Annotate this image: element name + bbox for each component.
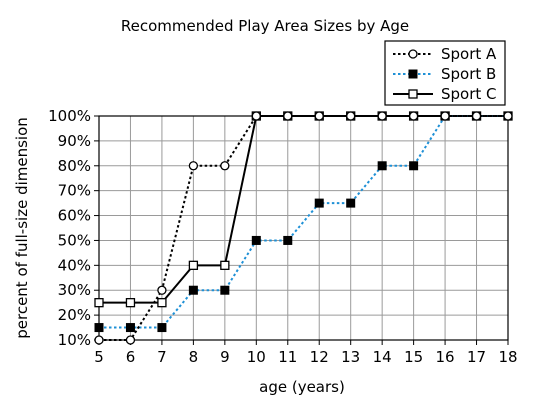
x-tick-label: 16 — [436, 348, 455, 366]
data-point-sport-b — [251, 235, 261, 245]
y-tick-label: 90% — [58, 132, 91, 150]
data-point-sport-a — [188, 161, 199, 171]
data-point-sport-c — [157, 298, 167, 308]
x-tick-label: 7 — [157, 348, 167, 366]
x-tick-label: 6 — [126, 348, 136, 366]
x-tick-label: 13 — [341, 348, 360, 366]
legend-label-sport-b: Sport B — [441, 65, 496, 83]
legend-item-sport-c: Sport C — [393, 85, 497, 103]
y-tick-label: 70% — [58, 182, 91, 200]
data-point-sport-b — [220, 285, 230, 295]
data-point-sport-a — [377, 111, 387, 121]
x-tick-label: 15 — [404, 348, 423, 366]
series-line-sport-a — [99, 115, 508, 341]
data-point-sport-c — [220, 260, 230, 270]
x-tick-label: 12 — [310, 348, 329, 366]
data-point-sport-a — [157, 285, 167, 295]
y-tick-label: 40% — [58, 256, 91, 274]
y-tick-labels: 10% 20% 30% 40% 50% 60% 70% 80% 90% 100% — [48, 107, 91, 349]
data-point-sport-a — [283, 111, 293, 121]
data-point-sport-b — [157, 323, 167, 333]
data-point-sport-b — [377, 161, 387, 171]
x-tick-label: 5 — [94, 348, 104, 366]
series-line-sport-b — [99, 115, 508, 329]
data-point-sport-b — [188, 285, 198, 295]
x-tick-label: 8 — [189, 348, 199, 366]
x-tick-label: 10 — [247, 348, 266, 366]
data-point-sport-a — [125, 335, 136, 345]
legend: Sport A Sport B Sport C — [384, 40, 506, 106]
legend-marker-sport-a — [408, 49, 418, 59]
legend-label-sport-a: Sport A — [441, 45, 497, 63]
x-tick-label: 11 — [278, 348, 297, 366]
y-tick-label: 30% — [58, 281, 91, 299]
data-point-sport-a — [346, 111, 356, 121]
data-point-sport-b — [283, 235, 293, 245]
data-point-sport-a — [503, 111, 513, 121]
chart-title: Recommended Play Area Sizes by Age — [121, 17, 409, 35]
legend-marker-sport-c — [408, 89, 418, 99]
data-point-sport-c — [188, 260, 199, 270]
series-sport-a — [94, 111, 513, 345]
x-tick-label: 18 — [498, 348, 517, 366]
y-tick-label: 60% — [58, 207, 91, 225]
data-point-sport-b — [314, 198, 324, 208]
x-tick-label: 14 — [373, 348, 392, 366]
legend-item-sport-b: Sport B — [393, 65, 496, 83]
y-tick-label: 20% — [58, 306, 91, 324]
axes — [94, 115, 509, 345]
x-tick-label: 17 — [467, 348, 486, 366]
data-point-sport-a — [251, 111, 261, 121]
legend-item-sport-a: Sport A — [393, 45, 497, 63]
x-tick-labels: 5 6 7 8 9 10 11 12 13 14 15 16 17 18 — [94, 348, 517, 366]
series-group — [94, 111, 513, 345]
data-point-sport-c — [94, 298, 104, 308]
data-point-sport-b — [346, 198, 356, 208]
data-point-sport-a — [408, 111, 419, 121]
data-point-sport-b — [409, 161, 419, 171]
data-point-sport-b — [94, 323, 104, 333]
y-tick-label: 80% — [58, 157, 91, 175]
legend-marker-sport-b — [408, 69, 418, 79]
data-point-sport-a — [440, 111, 450, 121]
y-axis-label: percent of full-size dimension — [13, 117, 31, 339]
y-tick-label: 50% — [58, 231, 91, 249]
x-tick-label: 9 — [220, 348, 230, 366]
legend-label-sport-c: Sport C — [441, 85, 497, 103]
data-point-sport-b — [125, 323, 135, 333]
data-point-sport-c — [125, 298, 136, 308]
data-point-sport-a — [94, 335, 104, 345]
y-tick-label: 100% — [48, 107, 91, 125]
data-point-sport-a — [220, 161, 230, 171]
x-axis-label: age (years) — [259, 378, 345, 396]
y-tick-label: 10% — [58, 331, 91, 349]
series-line-sport-c — [99, 115, 508, 304]
data-point-sport-a — [471, 111, 482, 121]
data-point-sport-a — [314, 111, 324, 121]
